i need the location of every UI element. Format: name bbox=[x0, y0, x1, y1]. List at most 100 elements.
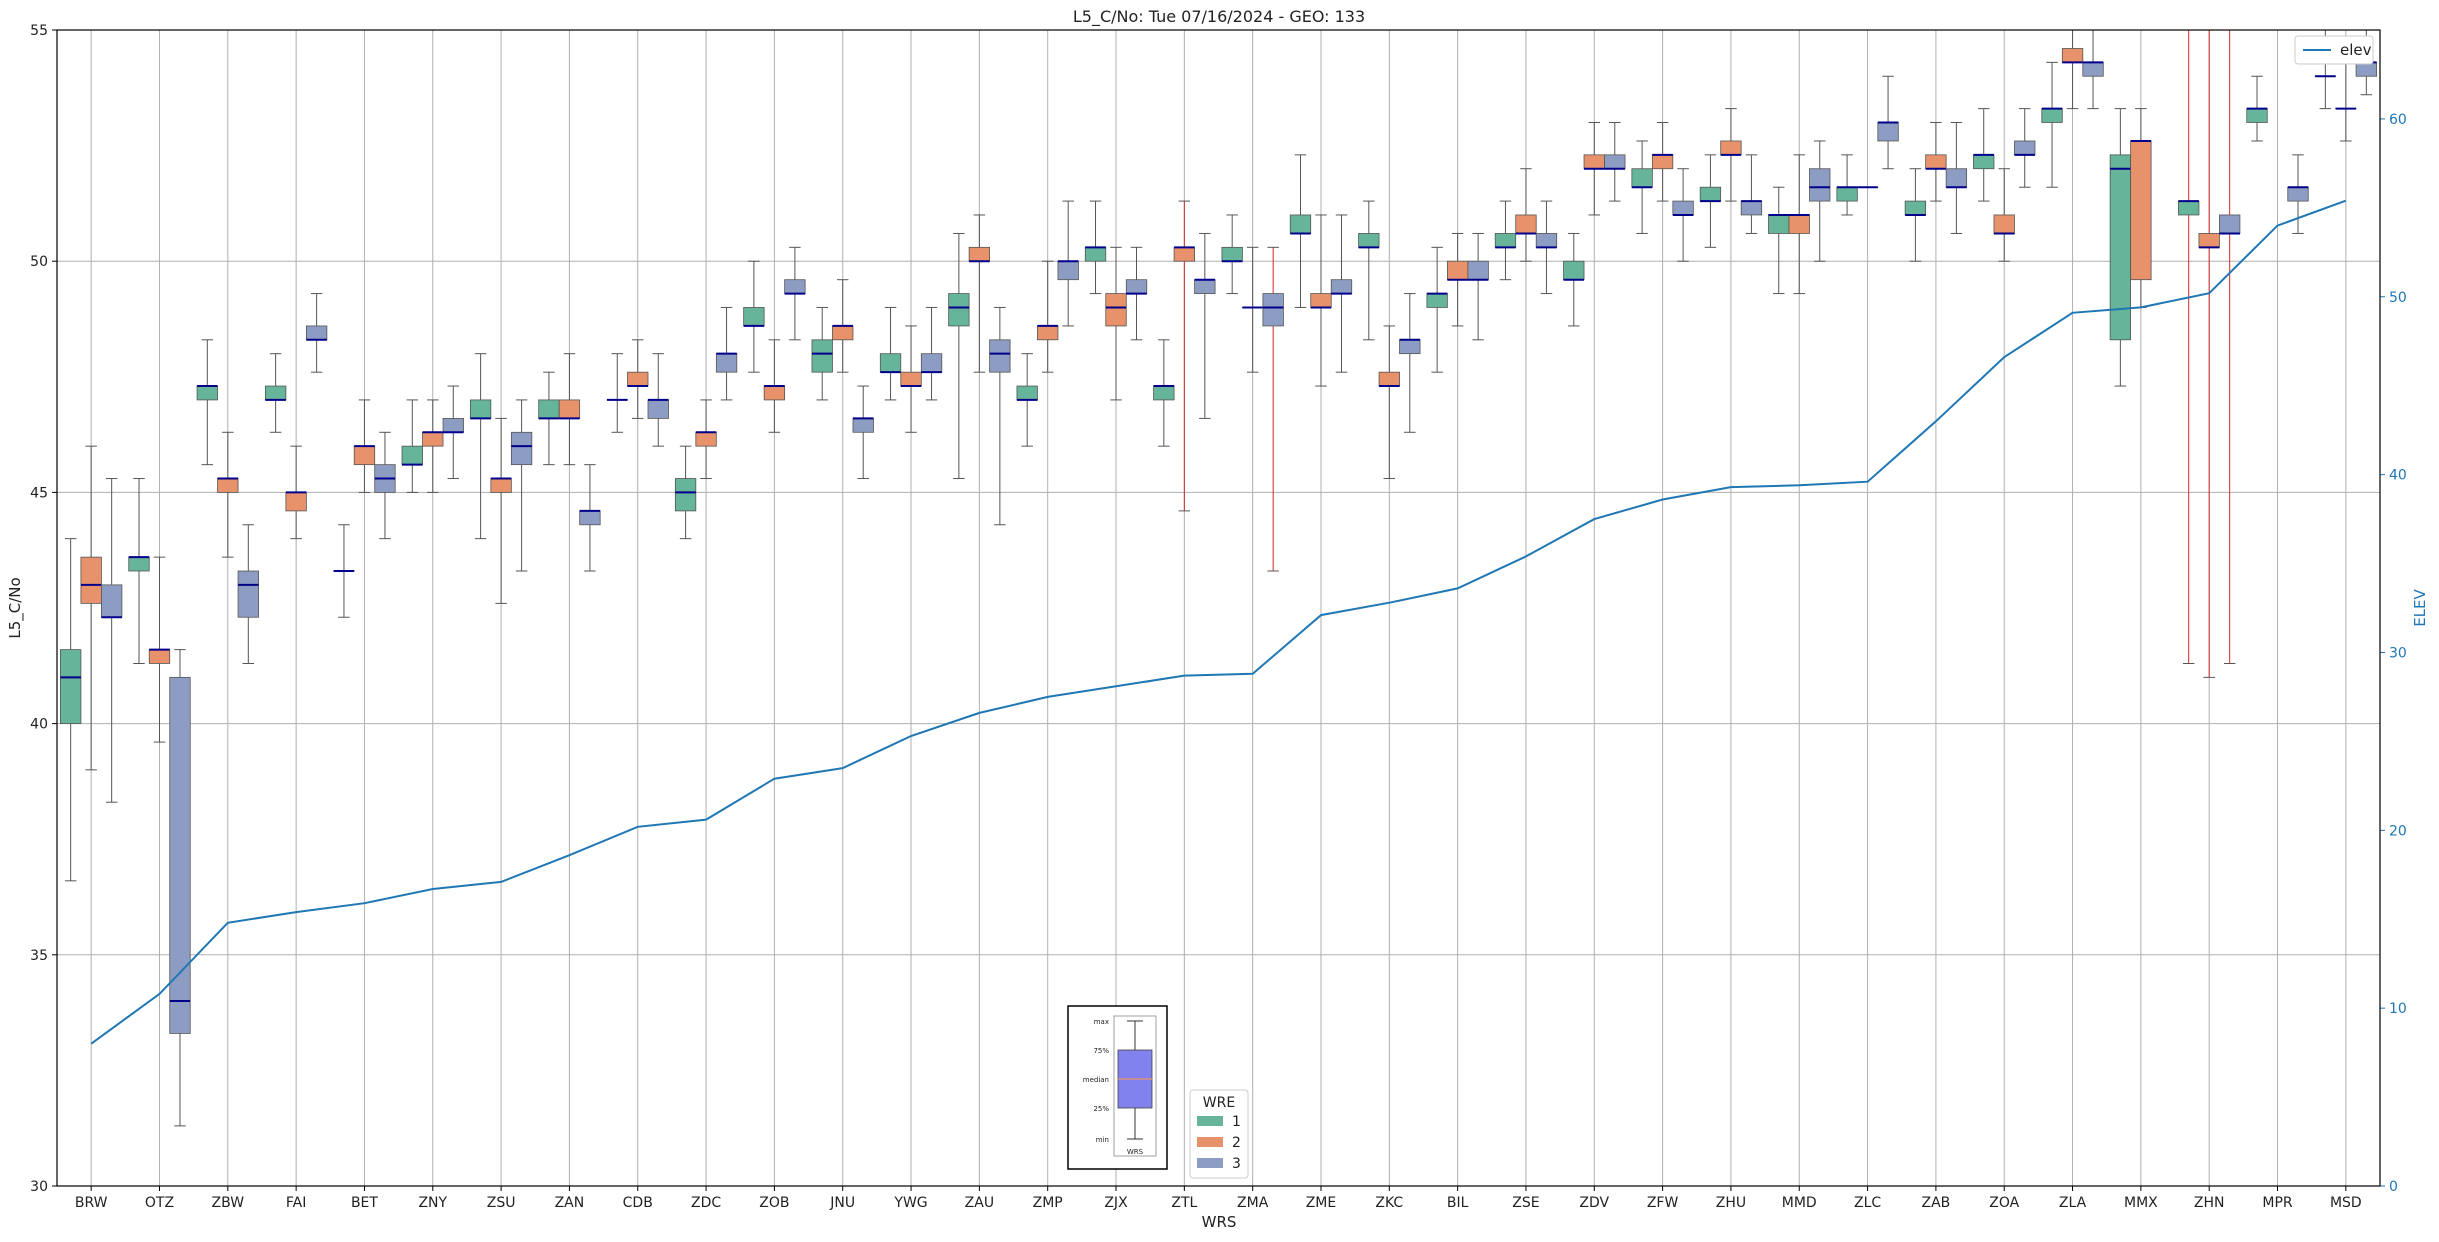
y2-tick-label: 60 bbox=[2389, 112, 2407, 128]
elev-legend-label: elev bbox=[2340, 41, 2372, 59]
box-iqr bbox=[559, 400, 579, 418]
box-iqr bbox=[744, 307, 764, 325]
box-iqr bbox=[2247, 109, 2267, 123]
box-iqr bbox=[238, 571, 258, 617]
x-tick-label: MPR bbox=[2262, 1195, 2293, 1211]
y-tick-label: 55 bbox=[30, 23, 48, 39]
box-iqr bbox=[539, 400, 559, 418]
y2-tick-label: 0 bbox=[2389, 1179, 2398, 1195]
x-tick-label: ZTL bbox=[1171, 1195, 1197, 1211]
box-iqr bbox=[1468, 261, 1488, 279]
box-iqr bbox=[1359, 233, 1379, 247]
box-iqr bbox=[1495, 233, 1515, 247]
x-tick-label: ZJX bbox=[1104, 1195, 1128, 1211]
box-iqr bbox=[1311, 294, 1331, 308]
y2-tick-label: 40 bbox=[2389, 468, 2407, 484]
box-iqr bbox=[2288, 187, 2308, 201]
x-tick-label: ZMP bbox=[1033, 1195, 1063, 1211]
box-iqr bbox=[1126, 280, 1146, 294]
x-tick-label: ZKC bbox=[1375, 1195, 1403, 1211]
box-iqr bbox=[1741, 201, 1761, 215]
box-iqr bbox=[580, 511, 600, 525]
box-iqr bbox=[60, 650, 80, 724]
x-tick-label: ZNY bbox=[418, 1195, 447, 1211]
box-iqr bbox=[129, 557, 149, 571]
box-iqr bbox=[2110, 155, 2130, 340]
box-iqr bbox=[1222, 247, 1242, 261]
x-tick-label: ZLA bbox=[2059, 1195, 2087, 1211]
box-iqr bbox=[628, 372, 648, 386]
x-tick-label: ZMA bbox=[1237, 1195, 1269, 1211]
box-iqr bbox=[1195, 280, 1215, 294]
wre-legend-label-1: 1 bbox=[1232, 1114, 1241, 1130]
x-tick-label: ZHU bbox=[1716, 1195, 1746, 1211]
box-iqr bbox=[2219, 215, 2239, 233]
box-iqr bbox=[1926, 155, 1946, 169]
x-tick-label: FAI bbox=[286, 1195, 306, 1211]
y2-tick-label: 20 bbox=[2389, 823, 2407, 839]
box-iqr bbox=[1263, 294, 1283, 326]
box-iqr bbox=[1564, 261, 1584, 279]
x-tick-label: ZBW bbox=[212, 1195, 245, 1211]
box-iqr bbox=[1946, 169, 1966, 187]
box-iqr bbox=[1878, 122, 1898, 140]
box-iqr bbox=[1837, 187, 1857, 201]
box-iqr bbox=[716, 354, 736, 372]
box-iqr bbox=[443, 418, 463, 432]
box-iqr bbox=[1973, 155, 1993, 169]
x-tick-label: MMD bbox=[1782, 1195, 1817, 1211]
box-iqr bbox=[880, 354, 900, 372]
box-iqr bbox=[921, 354, 941, 372]
y2-tick-label: 50 bbox=[2389, 290, 2407, 306]
box-iqr bbox=[1905, 201, 1925, 215]
box-iqr bbox=[1154, 386, 1174, 400]
x-tick-label: YWG bbox=[893, 1195, 927, 1211]
x-tick-label: ZSU bbox=[487, 1195, 516, 1211]
box-iqr bbox=[1085, 247, 1105, 261]
box-iqr bbox=[785, 280, 805, 294]
x-tick-label: ZFW bbox=[1647, 1195, 1679, 1211]
box-iqr bbox=[2014, 141, 2034, 155]
x-tick-label: JNU bbox=[829, 1195, 855, 1211]
box-iqr bbox=[2062, 48, 2082, 62]
box-iqr bbox=[402, 446, 422, 464]
wre-legend-swatch-1 bbox=[1197, 1116, 1223, 1126]
wre-legend-title: WRE bbox=[1203, 1095, 1235, 1111]
box-iqr bbox=[1809, 169, 1829, 201]
box-iqr bbox=[265, 386, 285, 400]
box-iqr bbox=[1652, 155, 1672, 169]
box-iqr bbox=[491, 479, 511, 493]
box-iqr bbox=[306, 326, 326, 340]
box-key-label-q1: 25% bbox=[1093, 1105, 1109, 1113]
x-tick-label: ZSE bbox=[1512, 1195, 1539, 1211]
box-iqr bbox=[1017, 386, 1037, 400]
box-iqr bbox=[1037, 326, 1057, 340]
box-iqr bbox=[511, 432, 531, 464]
box-iqr bbox=[218, 479, 238, 493]
box-iqr bbox=[1106, 294, 1126, 326]
wre-legend: WRE 1 2 3 bbox=[1190, 1090, 1248, 1178]
box-key-label-max: max bbox=[1094, 1018, 1109, 1026]
x-tick-label: ZHN bbox=[2194, 1195, 2225, 1211]
x-tick-label: MMX bbox=[2124, 1195, 2158, 1211]
x-tick-label: ZDV bbox=[1579, 1195, 1609, 1211]
box-iqr bbox=[197, 386, 217, 400]
box-iqr bbox=[1994, 215, 2014, 233]
box-iqr bbox=[832, 326, 852, 340]
box-iqr bbox=[1427, 294, 1447, 308]
y-axis-label: L5_C/No bbox=[6, 577, 25, 638]
x-tick-label: CDB bbox=[623, 1195, 653, 1211]
x-tick-label: ZAB bbox=[1922, 1195, 1951, 1211]
x-tick-label: BRW bbox=[75, 1195, 108, 1211]
box-iqr bbox=[2042, 109, 2062, 123]
box-iqr bbox=[1516, 215, 1536, 233]
box-iqr bbox=[812, 340, 832, 372]
box-iqr bbox=[1174, 247, 1194, 261]
box-iqr bbox=[2083, 62, 2103, 76]
box-iqr bbox=[1331, 280, 1351, 294]
box-iqr bbox=[1721, 141, 1741, 155]
chart-title: L5_C/No: Tue 07/16/2024 - GEO: 133 bbox=[1073, 7, 1365, 27]
